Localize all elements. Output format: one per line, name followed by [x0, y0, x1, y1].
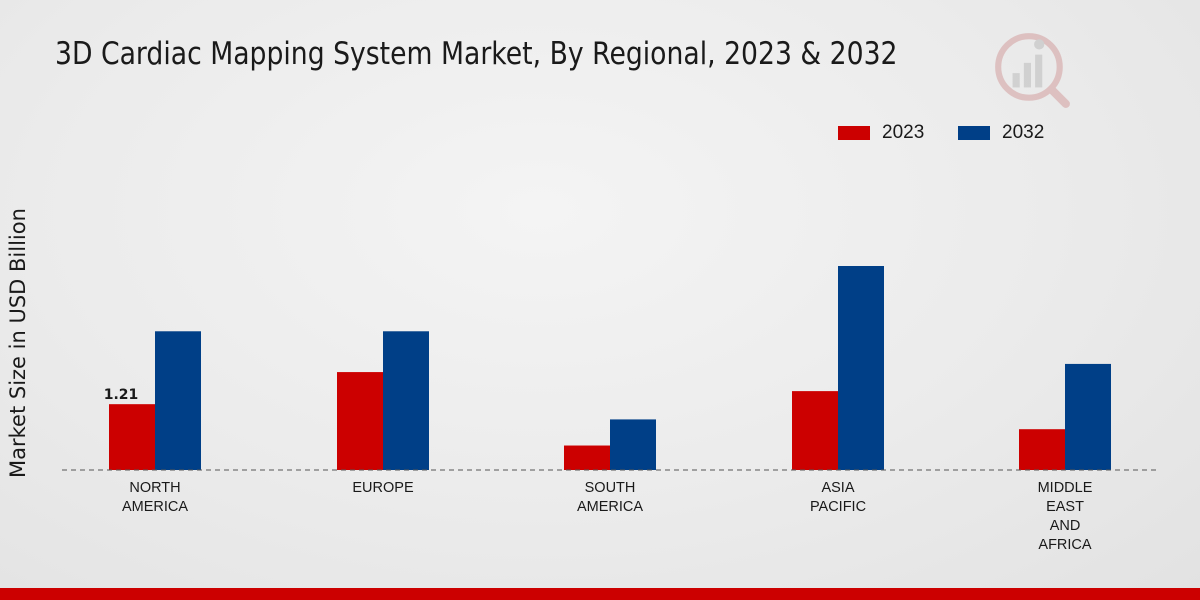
- x-tick-label-europe: EUROPE: [352, 480, 414, 496]
- data-label-2023-north-america: 1.21: [104, 387, 139, 403]
- chart-title: 3D Cardiac Mapping System Market, By Reg…: [55, 36, 898, 72]
- bar-2023-europe: [337, 372, 383, 470]
- footer-bar: [0, 588, 1200, 600]
- bar-2023-north-america: [109, 404, 155, 470]
- legend-item-2032: 2032: [958, 122, 1044, 144]
- bar-2023-south-america: [564, 445, 610, 470]
- research-logo-icon: [995, 33, 1070, 108]
- bar-2032-asia-pacific: [838, 266, 884, 470]
- bar-2032-south-america: [610, 419, 656, 470]
- legend-swatch-2023: [838, 126, 870, 140]
- x-tick-label-south-america: SOUTH AMERICA: [577, 480, 643, 515]
- legend-label-2023: 2023: [882, 122, 925, 143]
- bar-2032-europe: [383, 331, 429, 470]
- legend-item-2023: 2023: [838, 122, 924, 144]
- legend-swatch-2032: [958, 126, 990, 140]
- legend-label-2032: 2032: [1002, 122, 1045, 143]
- x-tick-label-middle-east-and-africa: MIDDLE EAST AND AFRICA: [1038, 480, 1093, 553]
- bar-2023-asia-pacific: [792, 391, 838, 470]
- x-tick-label-asia-pacific: ASIA PACIFIC: [810, 480, 866, 515]
- x-tick-label-north-america: NORTH AMERICA: [122, 480, 188, 515]
- bar-2032-middle-east-and-africa: [1065, 363, 1111, 470]
- bar-2032-north-america: [155, 331, 201, 470]
- bar-2023-middle-east-and-africa: [1019, 429, 1065, 470]
